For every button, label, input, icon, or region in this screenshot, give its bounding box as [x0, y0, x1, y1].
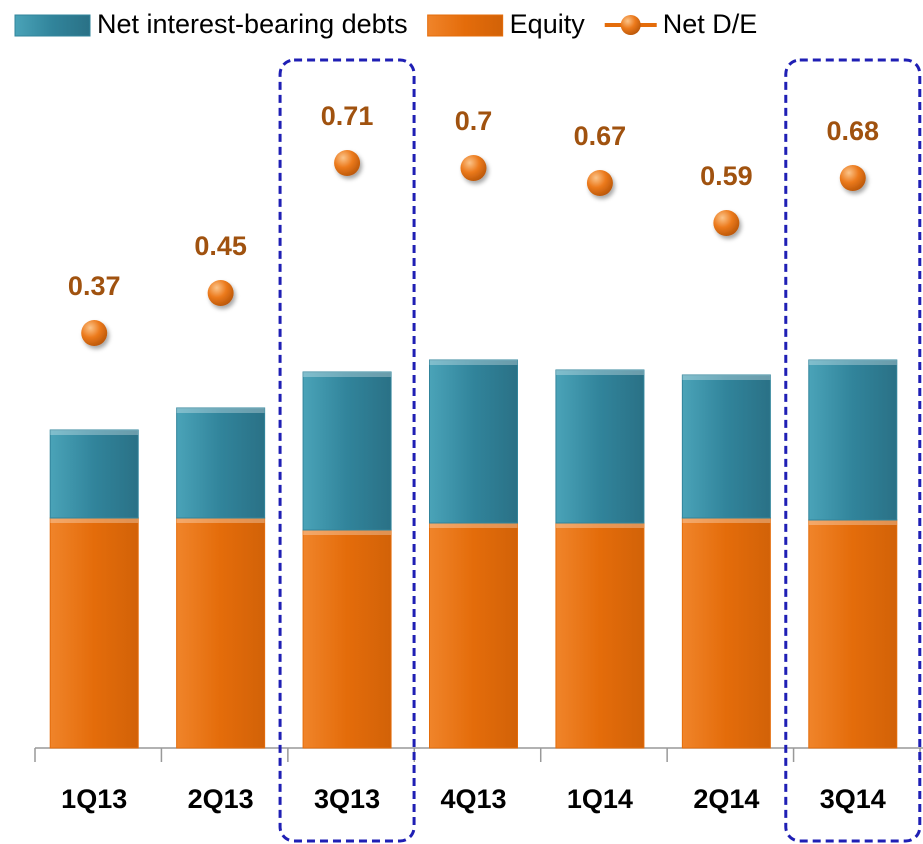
point: [586, 170, 613, 196]
data-label: 0.67: [574, 121, 627, 151]
point: [334, 150, 361, 176]
bar: [302, 529, 392, 749]
bar-bevel: [808, 360, 897, 365]
bar: [49, 517, 139, 749]
highlight-box: [278, 58, 416, 843]
bar-bevel: [303, 530, 392, 535]
bar: [49, 429, 139, 519]
bar-bevel: [555, 370, 644, 375]
bar-bevel: [429, 523, 518, 528]
bar: [681, 374, 771, 519]
bar: [429, 522, 518, 749]
bar: [681, 517, 771, 749]
x-tick-label: 1Q13: [61, 784, 127, 814]
bar-bevel: [429, 360, 518, 365]
point: [81, 320, 108, 346]
x-tick-label: 4Q13: [440, 784, 506, 814]
bar-bevel: [808, 520, 897, 525]
point: [839, 165, 866, 191]
bar-bevel: [176, 518, 265, 523]
legend-swatch: [14, 14, 91, 37]
bar: [176, 517, 266, 749]
bar: [176, 407, 266, 519]
data-label: 0.45: [194, 231, 247, 261]
legend-label: Equity: [510, 9, 586, 39]
point: [460, 155, 487, 181]
x-tick-label: 3Q13: [314, 784, 380, 814]
data-label: 0.68: [827, 116, 880, 146]
bar: [429, 359, 518, 524]
bar: [555, 522, 645, 749]
bar-bevel: [555, 523, 644, 528]
bar-bevel: [682, 375, 771, 380]
x-tick-label: 3Q14: [820, 784, 886, 814]
legend-swatch: [427, 14, 504, 37]
bar-bevel: [50, 518, 139, 523]
legend-label: Net D/E: [663, 9, 758, 39]
x-tick-label: 1Q14: [567, 784, 633, 814]
x-tick-label: 2Q13: [188, 784, 254, 814]
bar: [808, 359, 898, 521]
data-label: 0.7: [455, 106, 493, 136]
data-label: 0.71: [321, 101, 374, 131]
data-label: 0.37: [68, 271, 121, 301]
data-label: 0.59: [700, 161, 753, 191]
point: [713, 210, 740, 236]
point: [207, 280, 234, 306]
bar-bevel: [682, 518, 771, 523]
bar-bevel: [176, 408, 265, 413]
legend-marker: [620, 15, 641, 35]
bar: [302, 371, 392, 531]
bar-bevel: [50, 430, 139, 435]
legend-label: Net interest-bearing debts: [97, 9, 408, 39]
bar-bevel: [303, 372, 392, 377]
bar: [555, 369, 645, 524]
highlight-box: [784, 58, 922, 843]
bar: [808, 519, 898, 749]
x-tick-label: 2Q14: [693, 784, 759, 814]
